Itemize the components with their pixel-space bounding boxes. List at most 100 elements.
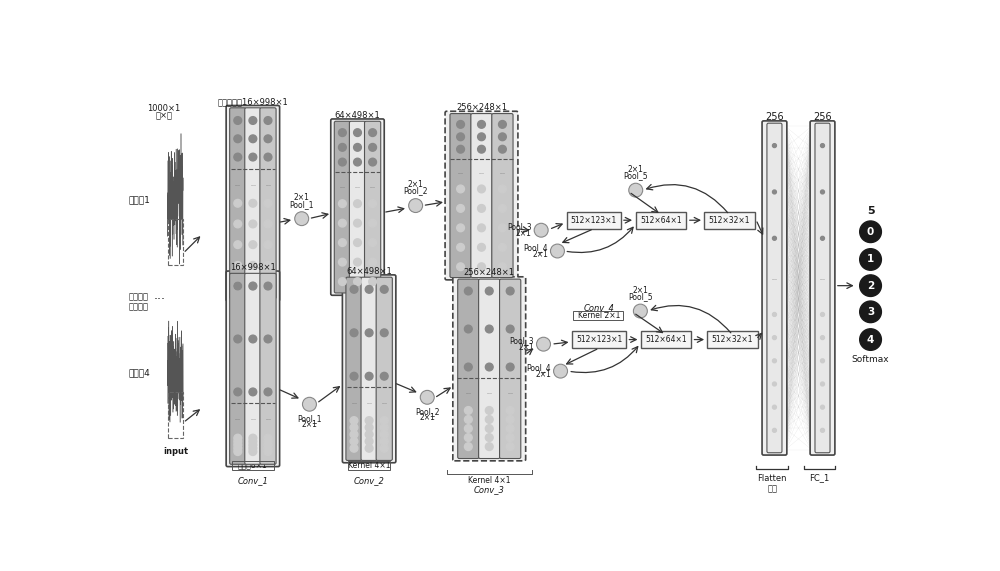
FancyBboxPatch shape	[572, 331, 626, 348]
Circle shape	[264, 220, 272, 228]
Circle shape	[464, 443, 472, 451]
Circle shape	[506, 434, 514, 441]
FancyBboxPatch shape	[331, 119, 384, 295]
Circle shape	[457, 263, 464, 271]
Circle shape	[264, 262, 272, 269]
FancyBboxPatch shape	[450, 114, 471, 278]
Circle shape	[249, 448, 257, 456]
Circle shape	[264, 444, 272, 452]
Circle shape	[249, 262, 257, 269]
Text: Flatten
压平: Flatten 压平	[757, 473, 787, 493]
Text: ...: ...	[154, 289, 166, 302]
Circle shape	[249, 241, 257, 248]
Circle shape	[380, 417, 388, 424]
Text: 512×32×1: 512×32×1	[709, 216, 750, 225]
Text: Pool_2: Pool_2	[403, 187, 428, 196]
Circle shape	[369, 158, 376, 166]
FancyBboxPatch shape	[762, 121, 787, 455]
Text: Conv_3: Conv_3	[474, 485, 505, 494]
Text: 2×1: 2×1	[518, 343, 534, 352]
Circle shape	[457, 120, 464, 128]
Circle shape	[478, 204, 485, 212]
Circle shape	[633, 304, 647, 318]
Circle shape	[249, 444, 257, 452]
Text: 256×248×1: 256×248×1	[456, 103, 507, 112]
FancyBboxPatch shape	[810, 121, 835, 455]
Circle shape	[234, 282, 242, 290]
Text: ...: ...	[458, 170, 464, 175]
Text: ...: ...	[479, 170, 484, 175]
Circle shape	[365, 444, 373, 452]
Circle shape	[339, 143, 346, 151]
Circle shape	[365, 431, 373, 439]
Text: 512×123×1: 512×123×1	[571, 216, 617, 225]
Circle shape	[365, 372, 373, 380]
Circle shape	[249, 282, 257, 290]
Text: 2×1: 2×1	[302, 420, 317, 429]
Circle shape	[821, 428, 824, 432]
Text: Pool_4: Pool_4	[527, 363, 551, 372]
Text: Conv_1: Conv_1	[237, 476, 268, 485]
Circle shape	[772, 359, 776, 363]
Text: ...: ...	[820, 276, 826, 280]
Circle shape	[380, 431, 388, 439]
Circle shape	[420, 391, 434, 404]
Circle shape	[264, 116, 272, 124]
Circle shape	[350, 372, 358, 380]
Circle shape	[772, 236, 776, 240]
Circle shape	[478, 263, 485, 271]
Circle shape	[506, 425, 514, 432]
Circle shape	[464, 325, 472, 333]
Circle shape	[234, 135, 242, 143]
Text: Pool_5: Pool_5	[623, 171, 648, 180]
FancyBboxPatch shape	[230, 274, 246, 464]
Text: ...: ...	[265, 182, 271, 187]
Text: 卷积核8×1: 卷积核8×1	[238, 296, 268, 305]
Circle shape	[264, 388, 272, 396]
Circle shape	[499, 133, 506, 140]
Circle shape	[350, 329, 358, 337]
Circle shape	[464, 425, 472, 432]
Circle shape	[821, 236, 824, 240]
Text: 2: 2	[867, 281, 874, 291]
Circle shape	[264, 153, 272, 161]
Text: 2×1: 2×1	[532, 250, 548, 259]
Circle shape	[234, 335, 242, 343]
Circle shape	[380, 444, 388, 452]
Text: 512×64×1: 512×64×1	[640, 216, 682, 225]
Text: 2×1: 2×1	[294, 194, 310, 203]
Circle shape	[354, 239, 361, 247]
Text: 64×498×1: 64×498×1	[335, 111, 380, 119]
Circle shape	[354, 158, 361, 166]
FancyBboxPatch shape	[500, 279, 521, 459]
Circle shape	[485, 416, 493, 423]
Circle shape	[485, 325, 493, 333]
Circle shape	[302, 397, 316, 411]
Circle shape	[369, 129, 376, 136]
Circle shape	[234, 388, 242, 396]
Circle shape	[464, 416, 472, 423]
Circle shape	[772, 405, 776, 409]
Text: 0: 0	[867, 227, 874, 237]
Circle shape	[821, 336, 824, 340]
Circle shape	[380, 372, 388, 380]
Text: Kernel 4×1: Kernel 4×1	[348, 461, 390, 469]
Text: 传感器4: 传感器4	[128, 368, 150, 377]
Circle shape	[506, 363, 514, 371]
Circle shape	[772, 144, 776, 147]
Circle shape	[249, 335, 257, 343]
Circle shape	[234, 435, 242, 442]
Text: Kernel 2×1: Kernel 2×1	[578, 311, 620, 320]
Circle shape	[365, 329, 373, 337]
Circle shape	[249, 199, 257, 207]
Circle shape	[506, 325, 514, 333]
Circle shape	[464, 287, 472, 295]
Text: 2×1: 2×1	[632, 286, 648, 295]
Circle shape	[499, 120, 506, 128]
Circle shape	[478, 185, 485, 193]
Circle shape	[339, 219, 346, 227]
Circle shape	[537, 337, 550, 351]
FancyBboxPatch shape	[365, 121, 381, 293]
Circle shape	[264, 282, 272, 290]
Text: ...: ...	[366, 400, 372, 405]
